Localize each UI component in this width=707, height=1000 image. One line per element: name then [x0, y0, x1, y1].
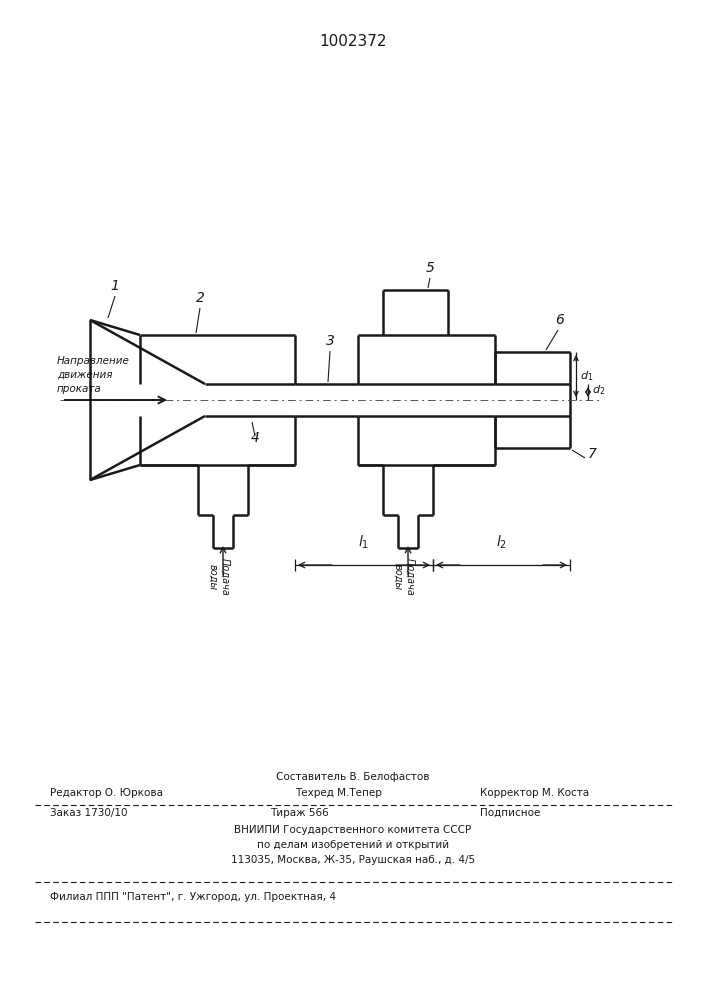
Text: Техред М.Тепер: Техред М.Тепер	[295, 788, 382, 798]
Text: Редактор О. Юркова: Редактор О. Юркова	[50, 788, 163, 798]
Text: 1002372: 1002372	[320, 34, 387, 49]
Text: Тираж 566: Тираж 566	[270, 808, 329, 818]
Text: $d_2$: $d_2$	[592, 383, 605, 397]
Text: 1: 1	[110, 279, 119, 293]
Text: Заказ 1730/10: Заказ 1730/10	[50, 808, 127, 818]
Text: Филиал ППП "Патент", г. Ужгород, ул. Проектная, 4: Филиал ППП "Патент", г. Ужгород, ул. Про…	[50, 892, 336, 902]
Text: $l_1$: $l_1$	[358, 534, 370, 551]
Text: 3: 3	[325, 334, 334, 348]
Text: $l_2$: $l_2$	[496, 534, 507, 551]
Text: Подача
воды: Подача воды	[393, 558, 415, 596]
Text: Подписное: Подписное	[480, 808, 540, 818]
Text: 5: 5	[426, 261, 434, 275]
Text: 4: 4	[250, 431, 259, 445]
Text: Подача
воды: Подача воды	[208, 558, 230, 596]
Text: Направление
движения
проката: Направление движения проката	[57, 356, 130, 394]
Text: $d_1$: $d_1$	[580, 369, 593, 383]
Text: 2: 2	[196, 291, 204, 305]
Text: Корректор М. Коста: Корректор М. Коста	[480, 788, 589, 798]
Text: ВНИИПИ Государственного комитета СССР: ВНИИПИ Государственного комитета СССР	[235, 825, 472, 835]
Text: 6: 6	[556, 313, 564, 327]
Text: по делам изобретений и открытий: по делам изобретений и открытий	[257, 840, 449, 850]
Text: Составитель В. Белофастов: Составитель В. Белофастов	[276, 772, 430, 782]
Text: 113035, Москва, Ж-35, Раушская наб., д. 4/5: 113035, Москва, Ж-35, Раушская наб., д. …	[231, 855, 475, 865]
Text: 7: 7	[588, 447, 597, 461]
